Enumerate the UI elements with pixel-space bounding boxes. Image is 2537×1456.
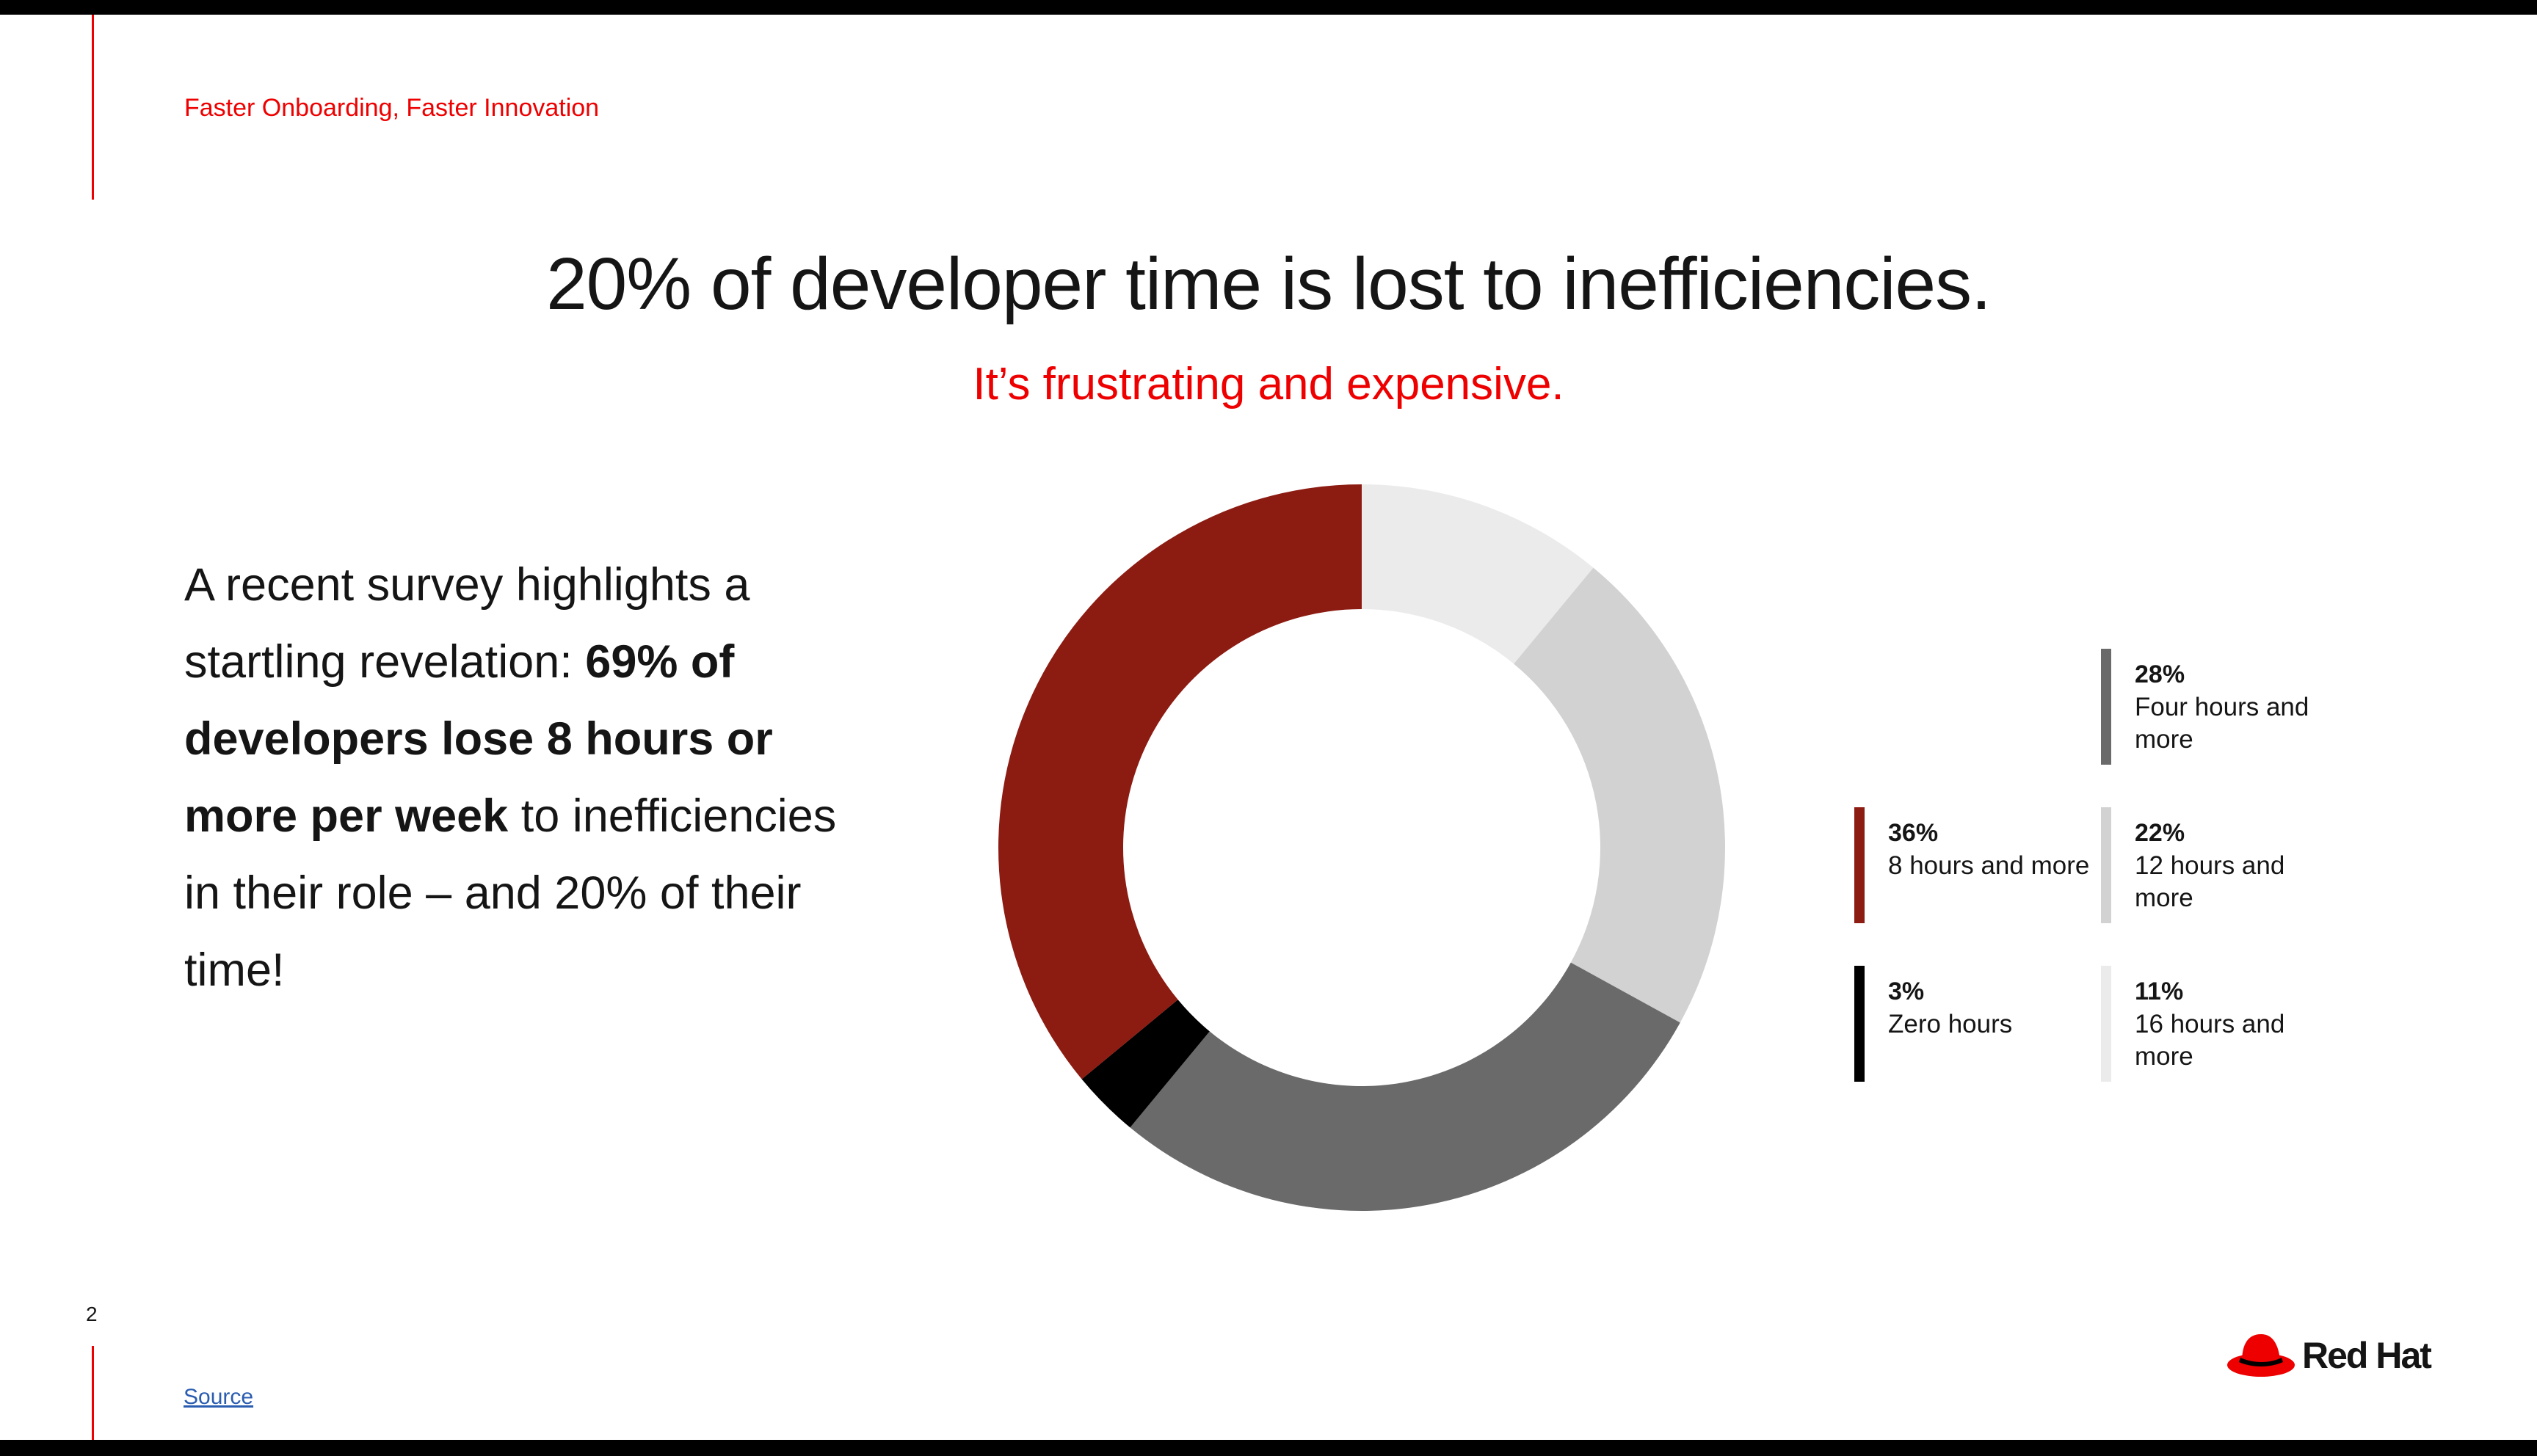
body-paragraph: A recent survey highlights a startling r… (184, 547, 867, 1009)
legend-label: Four hours and more (2135, 693, 2309, 754)
legend-label: 8 hours and more (1888, 851, 2090, 880)
body-text-part2: to inefficiencies in their role – and 20… (184, 790, 837, 996)
legend-label: Zero hours (1888, 1010, 2013, 1038)
legend-swatch (1854, 807, 1865, 923)
subtitle: It’s frustrating and expensive. (973, 359, 1564, 410)
page-number: 2 (86, 1303, 98, 1325)
legend-swatch (2101, 966, 2111, 1082)
donut-slice-16-hours-and-more (1362, 484, 1594, 664)
red-hat-wordmark: Red Hat (2302, 1335, 2432, 1376)
donut-slice-8-hours-and-more (998, 484, 1362, 1080)
legend-percent: 22% (2135, 819, 2185, 847)
top-border (0, 0, 2537, 15)
donut-slice-four-hours-and-more (1130, 962, 1680, 1211)
legend-percent: 3% (1888, 978, 1925, 1005)
legend-label: 12 hours and more (2135, 851, 2285, 912)
accent-line-bottom (92, 1346, 94, 1440)
page-title: 20% of developer time is lost to ineffic… (546, 243, 1992, 325)
donut-chart (998, 484, 1725, 1211)
legend-swatch (2101, 649, 2111, 765)
body-text-bold: 69% of developers lose 8 hours or more p… (184, 636, 773, 842)
source-link[interactable]: Source (184, 1385, 254, 1409)
legend-swatch (1854, 966, 1865, 1082)
donut-slices (998, 484, 1725, 1211)
legend-percent: 36% (1888, 819, 1939, 847)
legend-percent: 28% (2135, 660, 2185, 688)
donut-slice-12-hours-and-more (1514, 567, 1725, 1023)
bottom-border (0, 1440, 2537, 1456)
section-label: Faster Onboarding, Faster Innovation (184, 94, 600, 122)
legend-percent: 11% (2135, 978, 2184, 1005)
body-text-part1: A recent survey highlights a startling r… (184, 559, 750, 688)
donut-slice-zero-hours (1081, 1000, 1210, 1128)
accent-line-top (92, 15, 94, 200)
red-hat-fedora-icon (2227, 1334, 2295, 1377)
red-hat-logo: Red Hat (2224, 1321, 2437, 1387)
legend-label: 16 hours and more (2135, 1010, 2285, 1071)
legend-swatch (2101, 807, 2111, 923)
